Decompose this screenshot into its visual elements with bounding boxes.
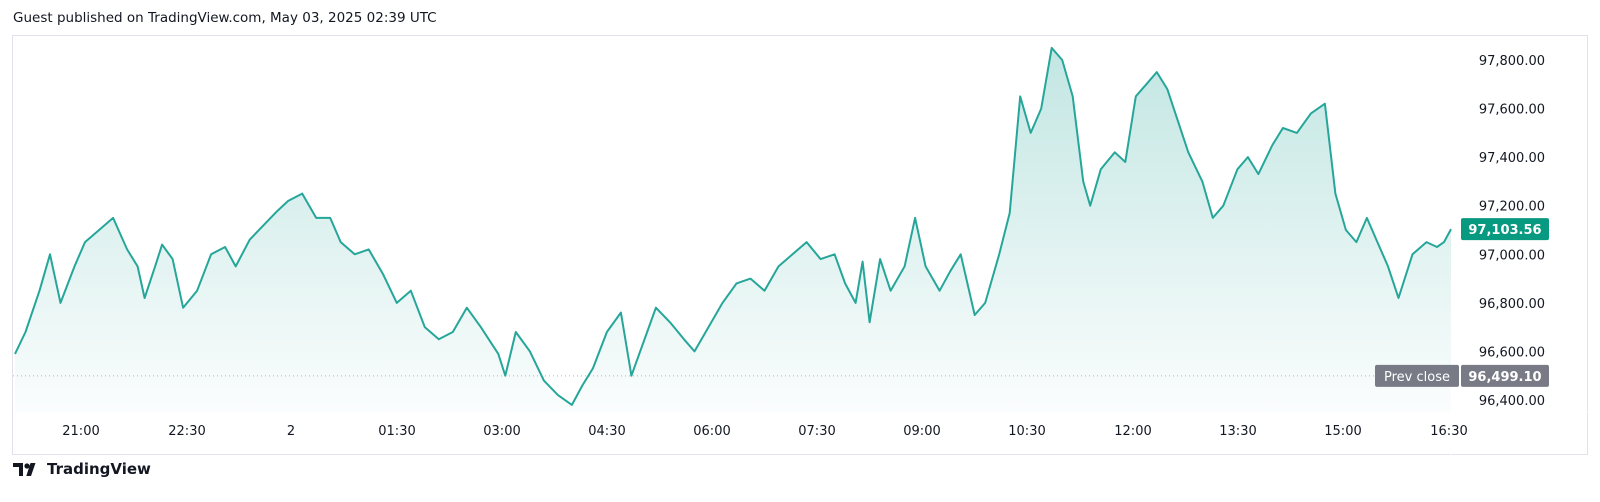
- x-tick-label: 21:00: [62, 424, 99, 439]
- price-line: [14, 46, 1452, 406]
- y-tick-label: 97,000.00: [1479, 248, 1545, 263]
- x-tick-label: 10:30: [1008, 424, 1045, 439]
- y-tick-label: 96,400.00: [1479, 394, 1545, 409]
- x-tick-label: 04:30: [588, 424, 625, 439]
- chart-frame[interactable]: 97,800.00 97,600.00 97,400.00 97,200.00 97,0…: [12, 35, 1589, 456]
- svg-text:96,499.10: 96,499.10: [1468, 370, 1541, 385]
- plot-area: [13, 46, 1452, 413]
- y-tick-label: 97,200.00: [1479, 200, 1545, 215]
- published-header: Guest published on TradingView.com, May …: [13, 10, 437, 26]
- x-tick-label: 16:30: [1430, 424, 1467, 439]
- time-axis[interactable]: 21:00 22:30 2 01:30 03:00 04:30 06:00 07:30 09:0…: [62, 424, 1467, 439]
- x-tick-label: 22:30: [168, 424, 205, 439]
- tradingview-logo-icon: [13, 463, 36, 476]
- y-tick-label: 97,600.00: [1479, 103, 1545, 118]
- y-tick-label: 97,400.00: [1479, 151, 1545, 166]
- last-price-label: 97,103.56: [1461, 218, 1549, 241]
- x-tick-label: 15:00: [1324, 424, 1361, 439]
- x-tick-label: 07:30: [798, 424, 835, 439]
- tradingview-logo[interactable]: TradingView: [13, 460, 151, 478]
- price-area-fill: [15, 47, 1451, 413]
- tradingview-brand: TradingView: [47, 460, 151, 478]
- price-chart[interactable]: 97,800.00 97,600.00 97,400.00 97,200.00 97,0…: [13, 36, 1589, 456]
- x-tick-label: 13:30: [1219, 424, 1256, 439]
- price-axis[interactable]: 97,800.00 97,600.00 97,400.00 97,200.00 97,0…: [1479, 54, 1545, 409]
- y-tick-label: 96,800.00: [1479, 297, 1545, 312]
- svg-text:97,103.56: 97,103.56: [1468, 223, 1541, 238]
- price-labels: 97,103.56 Prev close 96,499.10: [1375, 218, 1549, 387]
- x-tick-label: 01:30: [378, 424, 415, 439]
- y-tick-label: 96,600.00: [1479, 345, 1545, 360]
- x-tick-label: 06:00: [693, 424, 730, 439]
- x-tick-label: 12:00: [1114, 424, 1151, 439]
- svg-text:Prev close: Prev close: [1384, 370, 1450, 385]
- y-tick-label: 97,800.00: [1479, 54, 1545, 69]
- x-tick-label: 03:00: [483, 424, 520, 439]
- x-tick-label: 2: [287, 424, 295, 439]
- prev-close-label: Prev close 96,499.10: [1375, 364, 1549, 387]
- x-tick-label: 09:00: [903, 424, 940, 439]
